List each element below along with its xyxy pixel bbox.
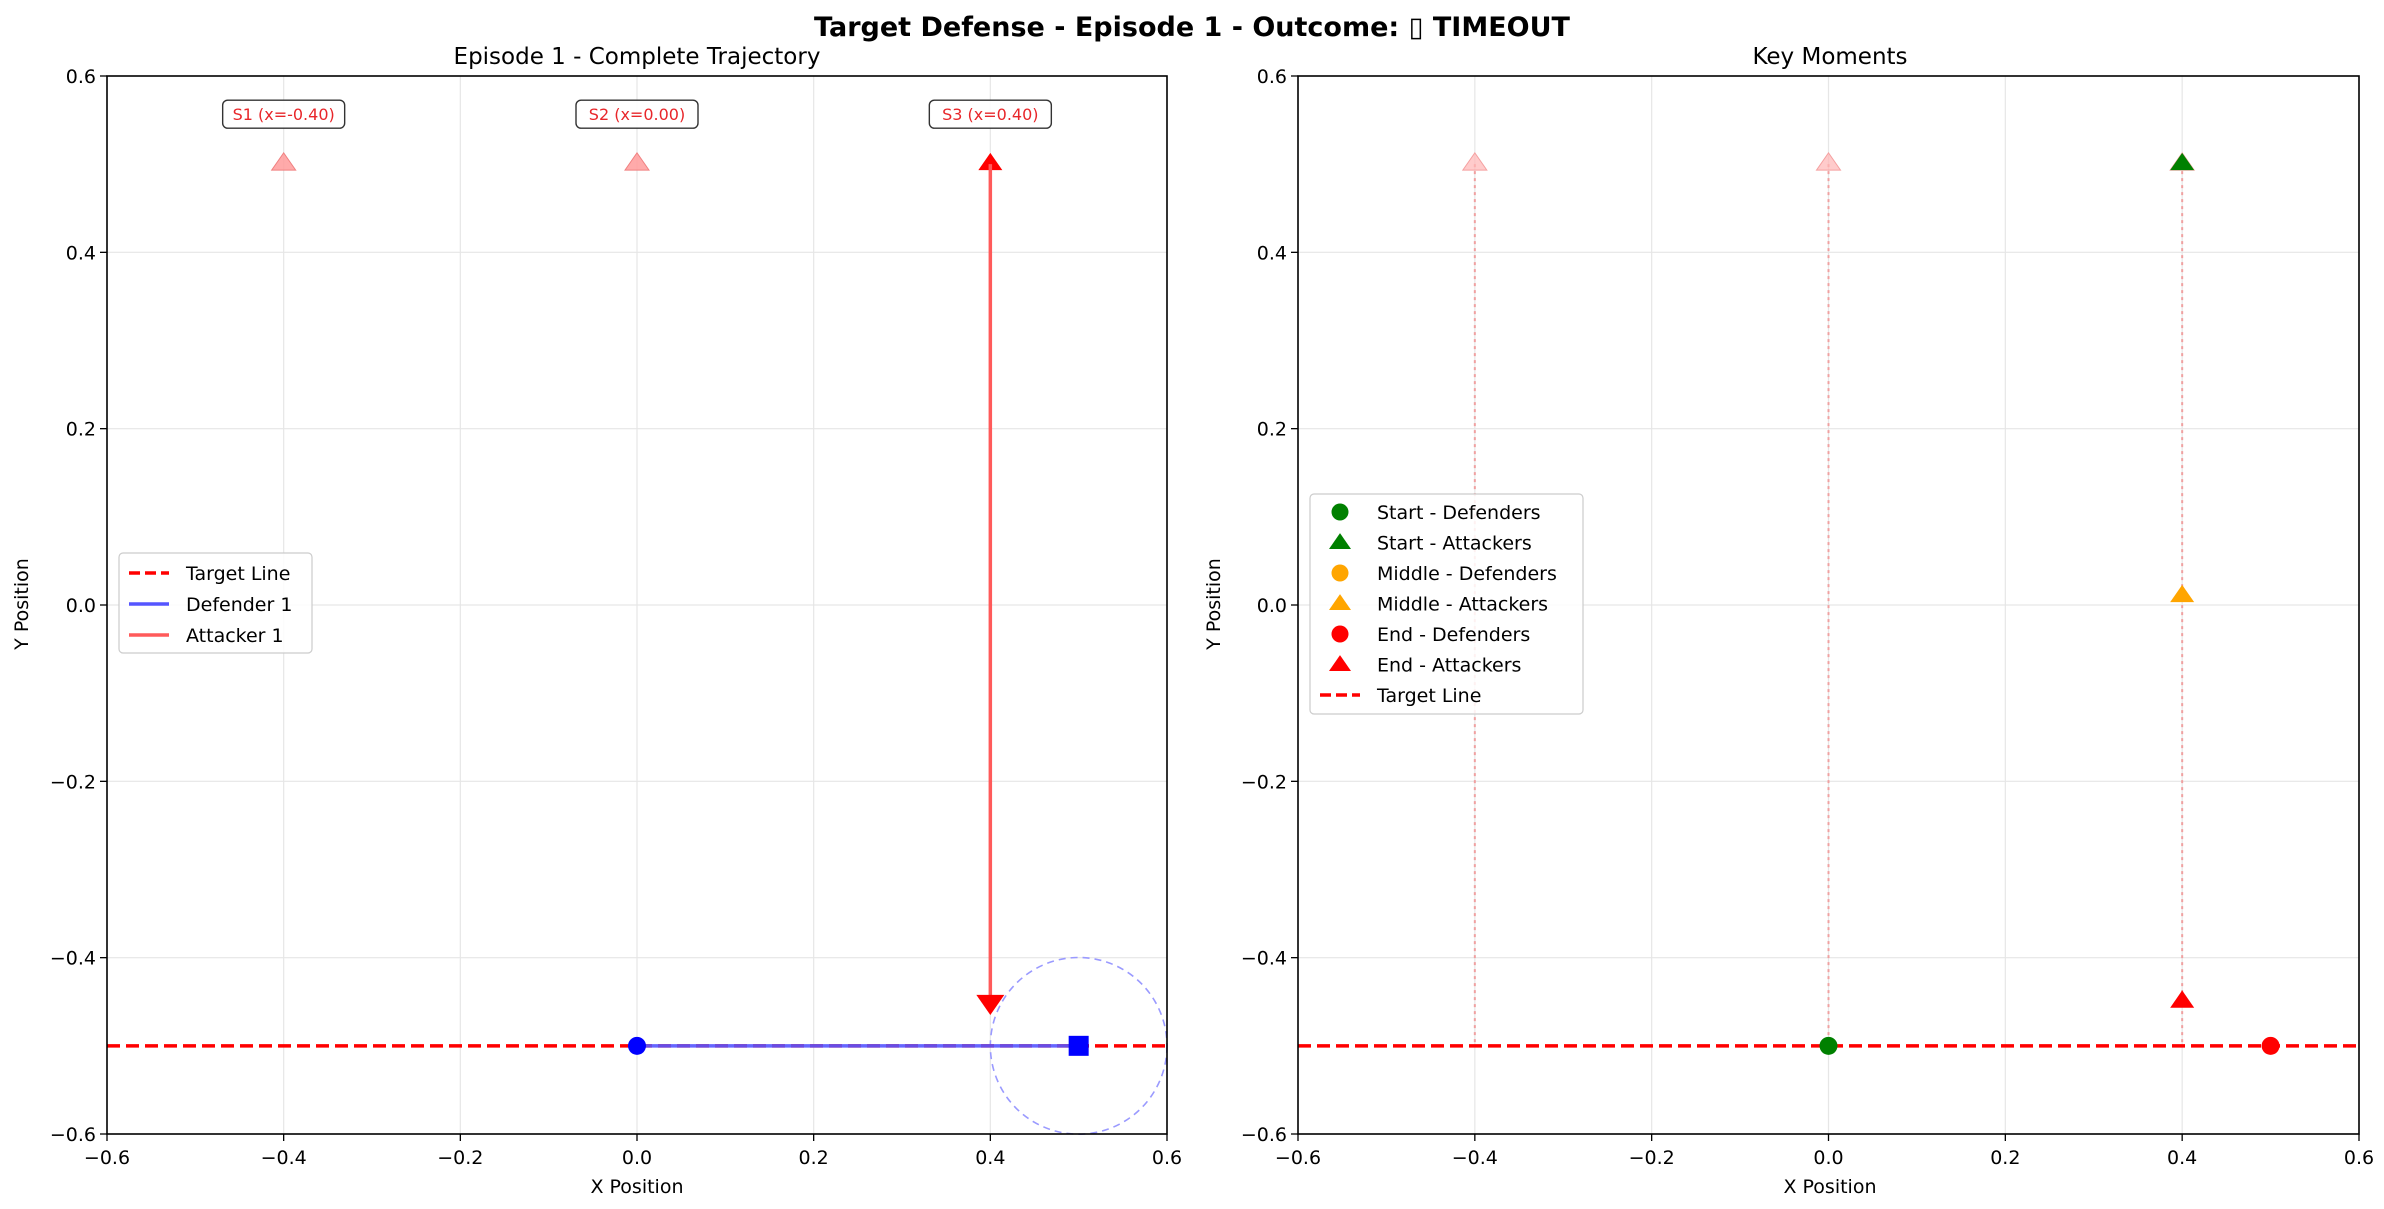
- legend-swatch: [1329, 655, 1351, 671]
- legend-label: Middle - Defenders: [1377, 563, 1557, 585]
- trajectory-y-tick-label: −0.2: [50, 771, 96, 793]
- legend-label: Target Line: [1376, 685, 1481, 707]
- key-moments-axes-frame: [1297, 75, 2360, 1135]
- key-moments-x-tick-label: −0.4: [1452, 1147, 1498, 1169]
- trajectory-axes-frame: [106, 75, 1168, 1135]
- key-moments-y-axis-label: Y Position: [1203, 558, 1225, 651]
- key-moments-y-tick-label: −0.4: [1241, 948, 1287, 970]
- trajectory-x-tick-label: 0.4: [975, 1147, 1005, 1169]
- key-moments-x-tick-label: 0.4: [2167, 1147, 2197, 1169]
- key-moments-x-axis-label: X Position: [1783, 1176, 1876, 1198]
- trajectory-y-tick-label: −0.4: [50, 948, 96, 970]
- trajectory-plot-area: S1 (x=-0.40) S2 (x=0.00) S3 (x=0.40): [107, 99, 1168, 1135]
- trajectory-x-tick-label: 0.6: [1152, 1147, 1182, 1169]
- legend-label: Start - Defenders: [1377, 502, 1541, 524]
- legend-label: Middle - Attackers: [1377, 594, 1548, 616]
- defender-start-marker: [628, 1036, 646, 1055]
- legend-frame: [1309, 493, 1584, 715]
- legend-frame: [118, 552, 313, 654]
- legend-label: Target Line: [185, 563, 290, 585]
- key-moments-panel: Key Moments X Position Y Position −0.6 −0…: [1203, 44, 2374, 1198]
- attacker-end-marker: [976, 994, 1005, 1015]
- trajectory-y-tick-label: 0.4: [66, 242, 96, 264]
- end-defenders-marker: [2261, 1036, 2280, 1055]
- trajectory-x-axis-label: X Position: [590, 1176, 683, 1198]
- key-moments-y-tick-label: 0.0: [1257, 595, 1287, 617]
- key-moments-panel-title: Key Moments: [1752, 44, 1907, 70]
- spawn-point-label-box: [575, 99, 699, 129]
- legend-label: Defender 1: [186, 594, 292, 616]
- key-moments-x-tick-label: 0.6: [2344, 1147, 2374, 1169]
- key-moments-y-tick-label: 0.2: [1257, 419, 1287, 441]
- key-moments-y-tick-label: 0.6: [1257, 66, 1287, 88]
- trajectory-x-tick-label: 0.0: [622, 1147, 652, 1169]
- spawn-point-label: S2 (x=0.00): [589, 105, 685, 124]
- key-moments-legend: Start - Defenders Start - Attackers Middle…: [1309, 493, 1584, 715]
- trajectory-x-tick-label: −0.6: [84, 1147, 130, 1169]
- legend-swatch: [1331, 503, 1349, 521]
- start-defenders-marker: [1819, 1036, 1838, 1055]
- legend-label: End - Defenders: [1377, 624, 1530, 646]
- middle-attackers-marker: [2170, 584, 2195, 603]
- trajectory-ticks: −0.6 −0.4 −0.2 0.0 0.2 0.4 0.6 −0.6 −0.4 −0.2 0.0 0…: [50, 66, 1182, 1169]
- start-attackers-marker: [2170, 152, 2195, 171]
- key-moments-x-tick-label: 0.2: [1990, 1147, 2020, 1169]
- key-moments-y-tick-label: −0.2: [1241, 771, 1287, 793]
- trajectory-legend: Target Line Defender 1 Attacker 1: [118, 552, 313, 654]
- defender-end-marker: [1068, 1035, 1089, 1056]
- legend-swatch: [1331, 625, 1349, 643]
- key-moments-plot-area: [1298, 151, 2359, 1055]
- key-moments-ticks: −0.6 −0.4 −0.2 0.0 0.2 0.4 0.6 −0.6 −0.4 −0.2 0.0 0…: [1241, 66, 2374, 1169]
- trajectory-y-tick-label: −0.6: [50, 1124, 96, 1146]
- spawn-point-marker: [1815, 151, 1842, 171]
- spawn-point-marker: [1461, 151, 1488, 171]
- legend-label: Start - Attackers: [1377, 533, 1532, 555]
- trajectory-y-tick-label: 0.2: [66, 419, 96, 441]
- trajectory-y-tick-label: 0.6: [66, 66, 96, 88]
- legend-swatch: [1329, 594, 1351, 610]
- spawn-point-label: S1 (x=-0.40): [233, 105, 335, 124]
- trajectory-y-tick-label: 0.0: [66, 595, 96, 617]
- trajectory-x-tick-label: 0.2: [799, 1147, 829, 1169]
- spawn-point-label: S3 (x=0.40): [942, 105, 1038, 124]
- legend-label: Attacker 1: [186, 625, 284, 647]
- trajectory-x-tick-label: −0.4: [261, 1147, 307, 1169]
- key-moments-x-tick-label: −0.2: [1629, 1147, 1675, 1169]
- trajectory-y-axis-label: Y Position: [11, 558, 33, 651]
- key-moments-x-tick-label: −0.6: [1275, 1147, 1321, 1169]
- trajectory-panel-title: Episode 1 - Complete Trajectory: [454, 44, 821, 70]
- key-moments-y-tick-label: 0.4: [1257, 242, 1287, 264]
- key-moments-x-tick-label: 0.0: [1813, 1147, 1843, 1169]
- legend-swatch: [1331, 564, 1349, 582]
- legend-label: End - Attackers: [1377, 655, 1521, 677]
- trajectory-x-tick-label: −0.2: [437, 1147, 483, 1169]
- spawn-point-marker: [624, 151, 650, 171]
- spawn-point-marker: [978, 152, 1003, 171]
- trajectory-panel: Episode 1 - Complete Trajectory X Positi…: [11, 44, 1182, 1198]
- key-moments-y-tick-label: −0.6: [1241, 1124, 1287, 1146]
- spawn-point-label-box: [221, 99, 346, 129]
- end-attackers-marker: [2170, 990, 2195, 1008]
- spawn-point-marker: [270, 151, 297, 171]
- spawn-point-label-box: [928, 99, 1053, 129]
- legend-swatch: [1329, 533, 1351, 549]
- figure-suptitle: Target Defense - Episode 1 - Outcome: ▯ …: [814, 12, 1570, 43]
